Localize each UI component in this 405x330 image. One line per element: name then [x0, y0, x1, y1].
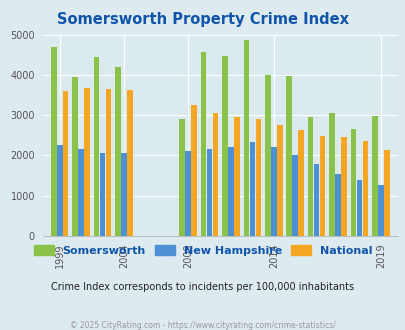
- Bar: [362, 141, 367, 236]
- Bar: [72, 77, 78, 236]
- Bar: [286, 76, 291, 236]
- Bar: [328, 113, 334, 236]
- Bar: [255, 119, 260, 236]
- Bar: [319, 136, 324, 236]
- Bar: [127, 90, 132, 236]
- Text: © 2025 CityRating.com - https://www.cityrating.com/crime-statistics/: © 2025 CityRating.com - https://www.city…: [70, 321, 335, 330]
- Bar: [377, 185, 383, 236]
- Bar: [234, 117, 239, 236]
- Bar: [200, 51, 206, 236]
- Bar: [206, 148, 212, 236]
- Bar: [340, 137, 346, 236]
- Text: Somersworth Property Crime Index: Somersworth Property Crime Index: [57, 12, 348, 26]
- Legend: Somersworth, New Hampshire, National: Somersworth, New Hampshire, National: [29, 241, 376, 260]
- Bar: [292, 155, 297, 236]
- Bar: [78, 149, 84, 236]
- Bar: [307, 117, 313, 236]
- Bar: [191, 105, 196, 236]
- Bar: [222, 56, 227, 236]
- Bar: [313, 164, 318, 236]
- Bar: [63, 91, 68, 236]
- Bar: [276, 125, 282, 236]
- Bar: [100, 152, 105, 236]
- Bar: [356, 180, 361, 236]
- Bar: [249, 142, 254, 236]
- Bar: [228, 147, 233, 236]
- Bar: [298, 130, 303, 236]
- Bar: [179, 119, 184, 236]
- Bar: [185, 151, 190, 236]
- Text: Crime Index corresponds to incidents per 100,000 inhabitants: Crime Index corresponds to incidents per…: [51, 282, 354, 292]
- Bar: [371, 116, 377, 236]
- Bar: [51, 47, 56, 236]
- Bar: [84, 88, 90, 236]
- Bar: [383, 150, 388, 236]
- Bar: [264, 75, 270, 236]
- Bar: [106, 89, 111, 236]
- Bar: [94, 57, 99, 236]
- Bar: [270, 148, 276, 236]
- Bar: [335, 174, 340, 236]
- Bar: [57, 145, 62, 236]
- Bar: [212, 113, 218, 236]
- Bar: [243, 40, 249, 236]
- Bar: [115, 67, 120, 236]
- Bar: [121, 152, 126, 236]
- Bar: [350, 129, 355, 236]
